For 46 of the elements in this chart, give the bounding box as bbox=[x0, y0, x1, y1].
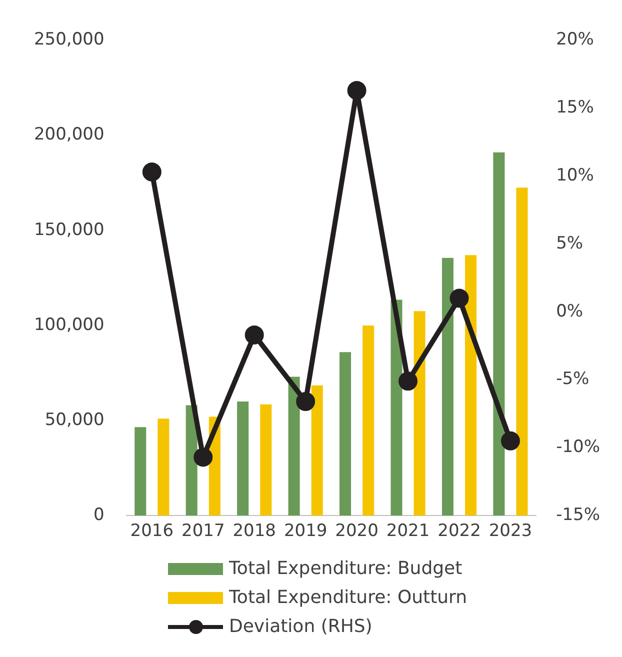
point bbox=[296, 392, 316, 412]
point bbox=[347, 80, 366, 100]
y2-tick-label: 15% bbox=[556, 98, 594, 118]
bar bbox=[465, 255, 477, 516]
x-tick-label: 2022 bbox=[438, 521, 481, 542]
bar bbox=[311, 385, 323, 516]
point bbox=[398, 372, 418, 391]
y-tick-label: 200,000 bbox=[34, 124, 104, 145]
y2-tick-label: 10% bbox=[556, 165, 594, 186]
point bbox=[244, 325, 264, 344]
y-tick-label: 50,000 bbox=[44, 410, 104, 430]
point bbox=[142, 162, 162, 182]
y-tick-label: 250,000 bbox=[34, 30, 104, 50]
y2-tick-label: 5% bbox=[556, 233, 584, 254]
bar bbox=[414, 311, 426, 516]
point bbox=[194, 448, 213, 467]
x-tick-label: 2023 bbox=[488, 521, 532, 542]
bar bbox=[442, 258, 454, 516]
y2-tick-label: -10% bbox=[556, 437, 600, 458]
bar bbox=[340, 352, 352, 516]
x-tick-label: 2020 bbox=[335, 521, 378, 542]
x-tick-label: 2017 bbox=[182, 521, 225, 542]
bar bbox=[260, 404, 272, 516]
point bbox=[500, 431, 520, 450]
legend-label: Deviation (RHS) bbox=[229, 616, 372, 637]
bar bbox=[362, 325, 374, 516]
bar bbox=[158, 418, 170, 516]
bar bbox=[288, 376, 300, 516]
y2-tick-label: 0% bbox=[556, 301, 584, 322]
x-tick-label: 2021 bbox=[386, 521, 430, 542]
y-tick-label: 100,000 bbox=[34, 314, 104, 335]
x-tick-label: 2016 bbox=[130, 521, 174, 542]
bar bbox=[493, 152, 505, 516]
bar bbox=[237, 402, 249, 516]
bar bbox=[516, 188, 528, 516]
y-tick-label: 150,000 bbox=[34, 220, 104, 240]
legend-label: Total Expenditure: Budget bbox=[229, 558, 462, 579]
y2-tick-label: -5% bbox=[556, 369, 590, 390]
point bbox=[450, 288, 469, 308]
x-tick-label: 2018 bbox=[232, 521, 276, 542]
x-tick-label: 2019 bbox=[284, 521, 328, 542]
y-tick-label: 0 bbox=[93, 505, 104, 526]
legend-label: Total Expenditure: Outturn bbox=[229, 587, 468, 608]
y2-tick-label: 20% bbox=[556, 30, 594, 50]
bar bbox=[134, 427, 146, 516]
y2-tick-label: -15% bbox=[556, 505, 600, 526]
